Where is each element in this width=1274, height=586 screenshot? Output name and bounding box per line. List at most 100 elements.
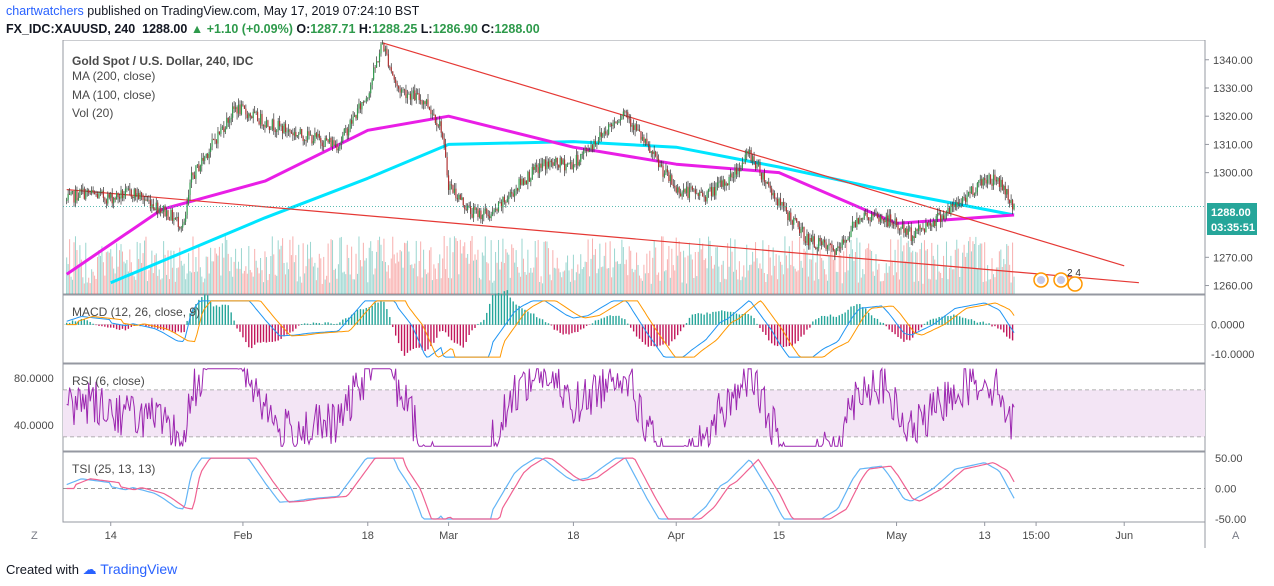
candle-body: [508, 196, 510, 199]
tradingview-brand[interactable]: TradingView: [100, 561, 178, 577]
volume-bar: [69, 239, 71, 294]
volume-bar: [884, 273, 886, 294]
macd-hist-bar: [671, 324, 673, 342]
volume-bar: [771, 275, 773, 294]
volume-bar: [898, 279, 901, 294]
candle-body: [489, 216, 491, 219]
macd-hist-bar: [533, 313, 535, 325]
macd-hist-bar: [627, 323, 629, 325]
author-link[interactable]: chartwatchers: [6, 4, 84, 18]
volume-bar: [790, 264, 792, 294]
macd-hist-bar: [771, 324, 773, 344]
macd-pane[interactable]: [63, 290, 1205, 358]
candle-body: [779, 198, 782, 206]
price-pane[interactable]: [63, 40, 1205, 294]
volume-bar: [1001, 266, 1003, 294]
macd-hist-bar: [920, 324, 923, 328]
tradingview-logo-icon[interactable]: ☁: [82, 561, 97, 577]
macd-hist-bar: [465, 324, 467, 342]
candle-body: [180, 227, 182, 229]
candle-body: [428, 107, 431, 110]
rsi-pane[interactable]: [63, 367, 1205, 449]
rsi-y-label: 40.0000: [14, 420, 54, 432]
candle-body: [744, 154, 746, 163]
candle-body: [224, 128, 226, 132]
macd-hist-bar: [359, 309, 362, 325]
macd-hist-bar: [788, 324, 791, 347]
candle-body: [396, 83, 398, 87]
candle-body: [835, 248, 837, 255]
flag-icon-fill: [1037, 276, 1045, 284]
event-markers[interactable]: 2 4: [1033, 268, 1083, 292]
volume-bar: [647, 273, 649, 294]
candle-body: [525, 180, 527, 184]
volume-bar: [921, 242, 923, 294]
volume-bar: [740, 280, 742, 294]
volume-bar: [1010, 282, 1012, 294]
volume-bar: [594, 249, 596, 294]
macd-hist-bar: [635, 324, 638, 337]
volume-bar: [176, 268, 178, 294]
candle-body: [70, 192, 72, 195]
candle-body: [735, 167, 738, 175]
volume-bar: [799, 236, 801, 294]
candle-body: [331, 140, 334, 147]
macd-hist-bar: [342, 319, 344, 325]
macd-hist-bar: [729, 311, 732, 325]
x-tick-label: Apr: [668, 530, 685, 542]
candle-body: [296, 135, 298, 137]
candle-body: [356, 108, 359, 119]
volume-bar: [399, 249, 401, 294]
candle-body: [624, 111, 626, 113]
candle-body: [453, 188, 456, 193]
candle-body: [173, 218, 175, 221]
macd-hist-bar: [433, 324, 435, 343]
macd-hist-bar: [180, 324, 182, 333]
candle-body: [83, 188, 85, 199]
macd-hist-bar: [970, 319, 973, 325]
chart-frame[interactable]: 14 Feb 18 Mar 18 Apr 15 May 13 15:00 Jun1340.00133…: [0, 40, 1274, 548]
macd-hist-bar: [571, 324, 573, 334]
volume-bar: [474, 254, 476, 294]
volume-bar: [747, 270, 749, 294]
macd-hist-bar: [295, 324, 297, 329]
candle-body: [658, 158, 660, 168]
candle-body: [831, 243, 833, 248]
volume-bar: [149, 264, 151, 294]
candle-body: [533, 166, 535, 170]
volume-bar: [972, 241, 974, 294]
candle-body: [544, 159, 547, 170]
candle-body: [461, 197, 463, 200]
volume-bar: [434, 268, 436, 294]
volume-bar: [990, 279, 992, 294]
volume-bar: [960, 266, 962, 294]
volume-bar: [503, 263, 505, 294]
rsi-y-label: 80.0000: [14, 373, 54, 385]
candle-body: [246, 114, 248, 119]
zoom-toggle-button[interactable]: Z: [31, 530, 38, 542]
candle-body: [148, 199, 150, 201]
candle-body: [251, 116, 253, 119]
candle-body: [774, 193, 776, 199]
candle-body: [361, 102, 363, 110]
volume-bar: [638, 275, 641, 294]
macd-hist-bar: [697, 313, 699, 325]
candle-body: [362, 102, 364, 103]
macd-hist-bar: [565, 324, 567, 334]
volume-bar: [838, 246, 840, 294]
tsi-pane[interactable]: [63, 457, 1205, 520]
volume-bar: [132, 273, 134, 294]
candle-body: [490, 214, 492, 219]
macd-hist-bar: [812, 321, 814, 325]
volume-bar: [111, 256, 113, 294]
macd-hist-bar: [806, 324, 808, 330]
volume-bar: [791, 240, 793, 294]
auto-scale-button[interactable]: A: [1232, 530, 1240, 542]
candle-body: [486, 208, 488, 215]
volume-bar: [865, 249, 867, 294]
candle-body: [527, 171, 529, 184]
volume-bar: [694, 252, 696, 294]
macd-hist-bar: [1003, 324, 1005, 333]
volume-bar: [339, 237, 341, 294]
event-circle-icon[interactable]: [1067, 276, 1083, 292]
